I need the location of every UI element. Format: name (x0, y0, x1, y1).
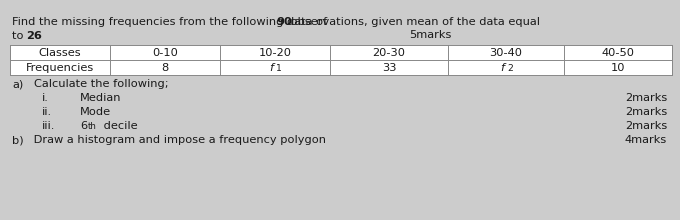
Text: ii.: ii. (42, 107, 52, 117)
Text: to: to (12, 31, 27, 41)
Text: 0-10: 0-10 (152, 48, 178, 57)
Text: 2marks: 2marks (625, 121, 667, 131)
Text: 10: 10 (611, 62, 625, 73)
Text: i.: i. (42, 93, 49, 103)
Text: 8: 8 (161, 62, 169, 73)
Text: 1: 1 (276, 64, 282, 73)
Text: Calculate the following;: Calculate the following; (34, 79, 169, 89)
Text: 2marks: 2marks (625, 107, 667, 117)
Text: decile: decile (100, 121, 137, 131)
Text: a): a) (12, 79, 23, 89)
Text: 40-50: 40-50 (602, 48, 634, 57)
Text: iii.: iii. (42, 121, 55, 131)
Text: 4marks: 4marks (625, 135, 667, 145)
Text: Mode: Mode (80, 107, 111, 117)
Text: f: f (500, 62, 504, 73)
Text: 26: 26 (26, 31, 42, 41)
Text: 2marks: 2marks (625, 93, 667, 103)
Text: observations, given mean of the data equal: observations, given mean of the data equ… (287, 17, 540, 27)
Text: 6: 6 (80, 121, 87, 131)
Text: th: th (88, 122, 97, 131)
Text: 5marks: 5marks (409, 30, 452, 40)
Bar (10, 45, 672, 75)
Text: 90: 90 (276, 17, 292, 27)
Text: 30-40: 30-40 (490, 48, 522, 57)
Text: Classes: Classes (39, 48, 82, 57)
Text: 33: 33 (381, 62, 396, 73)
Text: 20-30: 20-30 (373, 48, 405, 57)
Text: 2: 2 (507, 64, 513, 73)
Text: 10-20: 10-20 (258, 48, 292, 57)
Text: f: f (269, 62, 273, 73)
Text: Draw a histogram and impose a frequency polygon: Draw a histogram and impose a frequency … (30, 135, 326, 145)
Text: Median: Median (80, 93, 122, 103)
Text: Find the missing frequencies from the following data of: Find the missing frequencies from the fo… (12, 17, 331, 27)
Text: b): b) (12, 135, 24, 145)
Text: Frequencies: Frequencies (26, 62, 94, 73)
